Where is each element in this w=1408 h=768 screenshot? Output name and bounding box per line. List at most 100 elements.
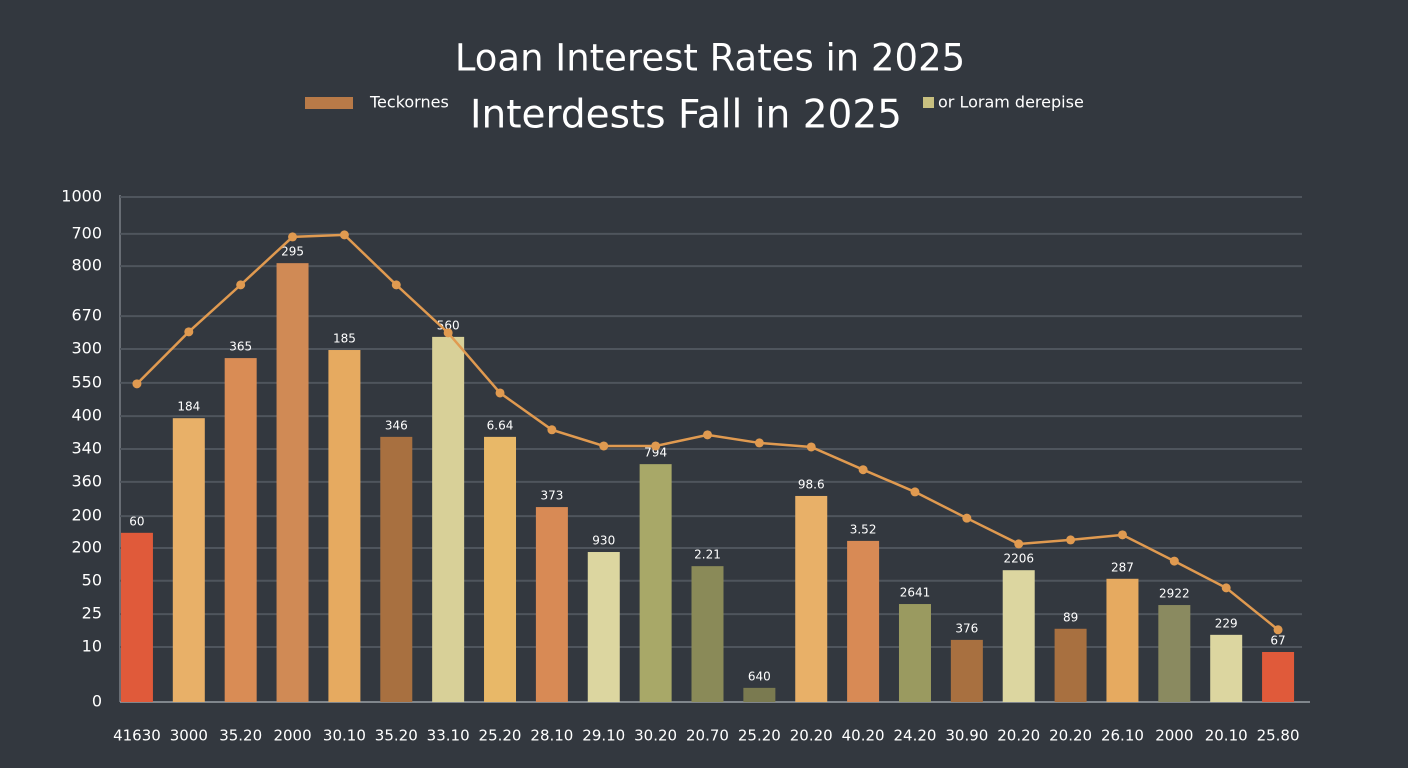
bar — [847, 540, 880, 702]
bar-label: 185 — [333, 332, 356, 346]
bar — [224, 358, 257, 702]
x-tick-label: 24.20 — [894, 727, 937, 745]
chart-title: Loan Interest Rates in 2025 — [455, 37, 965, 80]
line-point — [391, 280, 401, 290]
y-tick-label: 360 — [71, 471, 102, 490]
bar — [276, 263, 309, 702]
x-tick-label: 20.20 — [1049, 727, 1092, 745]
y-tick-label: 550 — [71, 372, 102, 391]
bar — [1054, 628, 1087, 702]
y-tick-label: 340 — [71, 438, 102, 457]
bar — [432, 336, 465, 702]
line-point — [339, 230, 349, 240]
x-tick-label: 30.10 — [323, 727, 366, 745]
bar — [535, 507, 568, 702]
line-point — [288, 232, 298, 242]
line-point — [132, 379, 142, 389]
y-tick-label: 670 — [71, 306, 102, 325]
bar-label: 373 — [540, 489, 563, 503]
bar — [743, 687, 776, 702]
bar-label: 3.52 — [850, 522, 877, 536]
x-tick-label: 20.20 — [790, 727, 833, 745]
bar — [639, 464, 672, 702]
bar-label: 2922 — [1159, 587, 1190, 601]
x-tick-label: 40.20 — [842, 727, 885, 745]
bar — [120, 532, 153, 702]
y-tick-label: 10 — [82, 636, 102, 655]
bar-label: 2.21 — [694, 548, 721, 562]
y-tick-label: 400 — [71, 406, 102, 425]
bar-label: 60 — [129, 514, 144, 528]
bar — [950, 639, 983, 702]
bar-label: 365 — [229, 340, 252, 354]
y-tick-label: 200 — [71, 537, 102, 556]
line-point — [703, 430, 712, 440]
bar-label: 6.64 — [487, 418, 514, 432]
legend-swatch — [305, 97, 353, 109]
y-tick-label: 800 — [71, 256, 102, 275]
x-tick-label: 33.10 — [427, 727, 470, 745]
y-tick-label: 200 — [71, 506, 102, 525]
line-point — [1169, 556, 1179, 566]
bar — [898, 604, 931, 702]
bar-label: 376 — [955, 621, 978, 635]
bar — [484, 436, 517, 702]
legend-label: Teckornes — [369, 93, 449, 112]
bar — [795, 495, 828, 702]
bar — [1262, 652, 1295, 702]
x-tick-label: 35.20 — [219, 727, 262, 745]
bar-label: 184 — [177, 400, 200, 414]
x-tick-label: 35.20 — [375, 727, 418, 745]
bar — [172, 418, 205, 702]
bar-label: 930 — [592, 534, 615, 548]
x-tick-label: 26.10 — [1101, 727, 1144, 745]
line-point — [1221, 583, 1231, 593]
legend-swatch — [923, 97, 934, 108]
x-tick-label: 2000 — [273, 727, 311, 745]
y-tick-label: 0 — [92, 692, 102, 711]
bar — [1002, 570, 1035, 702]
bar-label: 89 — [1063, 610, 1078, 624]
bar-label: 794 — [644, 446, 667, 460]
bar-label: 640 — [748, 669, 771, 683]
x-tick-label: 20.20 — [997, 727, 1040, 745]
line-point — [599, 441, 609, 451]
line-point — [1014, 539, 1024, 549]
x-tick-label: 28.10 — [530, 727, 573, 745]
line-point — [806, 442, 816, 452]
x-tick-label: 25.20 — [738, 727, 781, 745]
x-tick-label: 30.20 — [634, 727, 677, 745]
bar-label: 2206 — [1003, 552, 1034, 566]
line-point — [962, 513, 972, 523]
bar — [587, 552, 620, 702]
bar-label: 2641 — [900, 586, 931, 600]
line-point — [858, 465, 868, 475]
bar-label: 295 — [281, 245, 304, 259]
bar — [691, 566, 724, 702]
legend-label: or Loram derepise — [938, 93, 1084, 112]
x-tick-label: 41630 — [113, 727, 161, 745]
chart-subtitle: Interdests Fall in 2025 — [470, 93, 902, 138]
x-tick-label: 2000 — [1155, 727, 1193, 745]
y-tick-label: 300 — [71, 339, 102, 358]
line-point — [1066, 535, 1076, 545]
bar — [1210, 634, 1243, 702]
x-tick-label: 3000 — [170, 727, 208, 745]
bar — [380, 436, 413, 702]
y-tick-label: 1000 — [61, 187, 102, 206]
x-tick-label: 25.20 — [479, 727, 522, 745]
line-point — [547, 425, 557, 435]
bar — [1158, 605, 1191, 702]
line-point — [651, 441, 661, 451]
x-tick-label: 25.80 — [1257, 727, 1300, 745]
y-tick-label: 25 — [82, 604, 102, 623]
y-tick-label: 50 — [82, 570, 102, 589]
y-tick-label: 700 — [71, 223, 102, 242]
x-tick-label: 29.10 — [582, 727, 625, 745]
bar — [1106, 578, 1139, 702]
line-point — [443, 328, 453, 338]
line-point — [236, 280, 246, 290]
line-point — [1117, 530, 1127, 540]
bar — [328, 350, 361, 702]
